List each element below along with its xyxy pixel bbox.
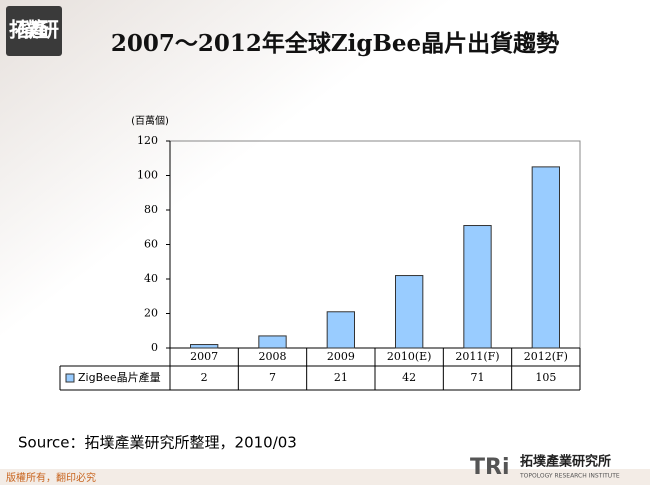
- table-value: 71: [471, 371, 485, 384]
- x-tick-label: 2011(F): [455, 350, 499, 363]
- footer: 版權所有，翻印必究: [6, 471, 96, 484]
- table-value: 2: [201, 371, 208, 384]
- y-tick-label: 20: [144, 307, 158, 320]
- x-tick-label: 2007: [190, 350, 218, 363]
- x-tick-label: 2012(F): [524, 350, 568, 363]
- legend-swatch: [65, 373, 75, 383]
- bar: [395, 275, 424, 349]
- x-tick-label: 2008: [259, 350, 287, 363]
- x-tick-label: 2009: [327, 350, 355, 363]
- y-tick-label: 120: [137, 134, 158, 147]
- y-tick-label: 100: [137, 169, 158, 182]
- brand-english: TOPOLOGY RESEARCH INSTITUTE: [519, 473, 620, 480]
- brand-name: 拓墣產業研究所: [520, 454, 611, 470]
- logo-box: [6, 6, 62, 56]
- bar: [190, 344, 219, 349]
- table-value: 21: [334, 371, 348, 384]
- source: Source：拓墣產業研究所整理，2010/03: [18, 434, 297, 452]
- legend-label: ZigBee晶片產量: [78, 370, 161, 384]
- logo: 拓墣產研: [9, 18, 59, 42]
- x-tick-label: 2010(E): [387, 350, 432, 363]
- y-tick-label: 80: [144, 203, 158, 216]
- bar: [258, 335, 287, 349]
- table-value: 105: [535, 371, 556, 384]
- brand-mark: TRi: [470, 455, 510, 480]
- y-tick-label: 40: [144, 272, 158, 285]
- y-tick-label: 0: [151, 341, 158, 354]
- footer-band: [0, 469, 650, 485]
- bar: [463, 225, 492, 349]
- table-value: 42: [402, 371, 416, 384]
- chart-title: 2007～2012年全球ZigBee晶片出貨趨勢: [111, 30, 559, 57]
- y-tick-label: 60: [144, 238, 158, 251]
- table-value: 7: [269, 371, 276, 384]
- bar: [326, 311, 355, 349]
- y-axis-label: (百萬個): [131, 114, 169, 127]
- bar: [531, 166, 561, 349]
